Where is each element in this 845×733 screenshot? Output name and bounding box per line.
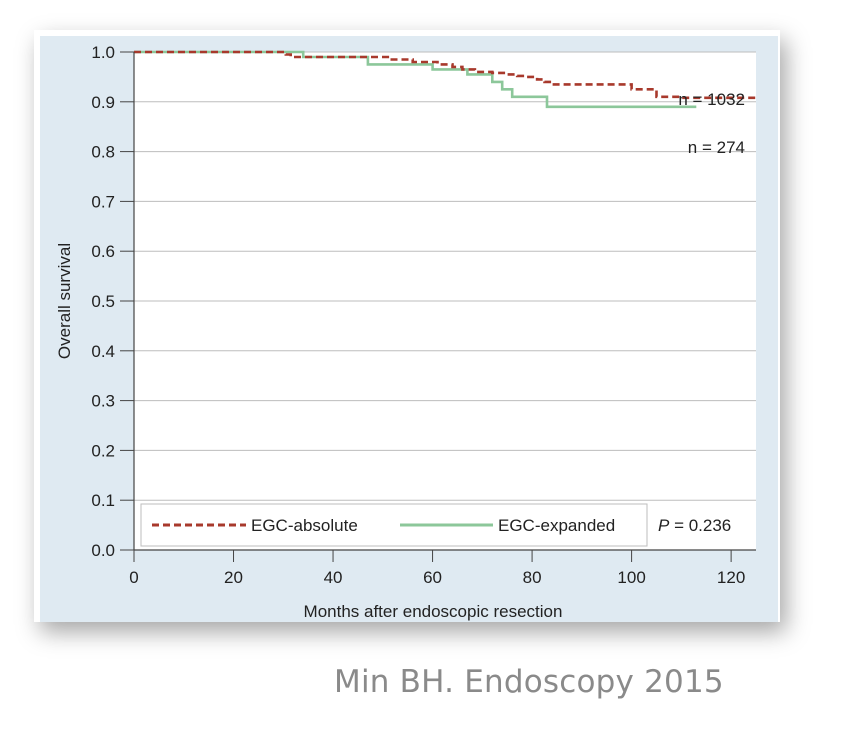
- y-tick-label: 0.4: [91, 342, 115, 361]
- y-tick-label: 1.0: [91, 43, 115, 62]
- y-tick-label: 0.0: [91, 541, 115, 560]
- y-tick-label: 0.1: [91, 491, 115, 510]
- x-tick-label: 20: [224, 568, 243, 587]
- series-lines: [134, 50, 756, 109]
- x-tick-label: 100: [617, 568, 645, 587]
- series-line-egc-absolute: [134, 50, 756, 100]
- x-tick-label: 120: [717, 568, 745, 587]
- legend-box: [140, 503, 648, 547]
- series-line-egc-expanded: [134, 50, 697, 109]
- p-value: = 0.236: [669, 516, 731, 535]
- y-tick-label: 0.3: [91, 392, 115, 411]
- x-tick-label: 80: [523, 568, 542, 587]
- ticks: 0.0 0.1 0.2 0.3 0.4 0.5 0.6 0.7 0.8 0.9 1.0 0 20 40 60…: [91, 43, 745, 587]
- x-tick-label: 0: [129, 568, 138, 587]
- x-tick-label: 60: [423, 568, 442, 587]
- x-tick-label: 40: [324, 568, 343, 587]
- y-tick-label: 0.7: [91, 192, 115, 211]
- legend-label-expanded: EGC-expanded: [498, 516, 615, 535]
- y-tick-label: 0.6: [91, 242, 115, 261]
- y-tick-label: 0.2: [91, 441, 115, 460]
- y-axis-label: Overall survival: [55, 243, 74, 359]
- series-n-label-absolute: n = 1032: [678, 90, 745, 109]
- y-tick-label: 0.9: [91, 93, 115, 112]
- p-value-annotation: P = 0.236: [658, 516, 731, 535]
- x-axis-label: Months after endoscopic resection: [304, 602, 563, 621]
- citation-text: Min BH. Endoscopy 2015: [334, 664, 724, 700]
- y-tick-label: 0.5: [91, 292, 115, 311]
- legend: EGC-absolute EGC-expanded: [140, 503, 648, 547]
- y-tick-label: 0.8: [91, 143, 115, 162]
- legend-label-absolute: EGC-absolute: [251, 516, 358, 535]
- p-label: P: [658, 516, 670, 535]
- series-n-label-expanded: n = 274: [688, 138, 745, 157]
